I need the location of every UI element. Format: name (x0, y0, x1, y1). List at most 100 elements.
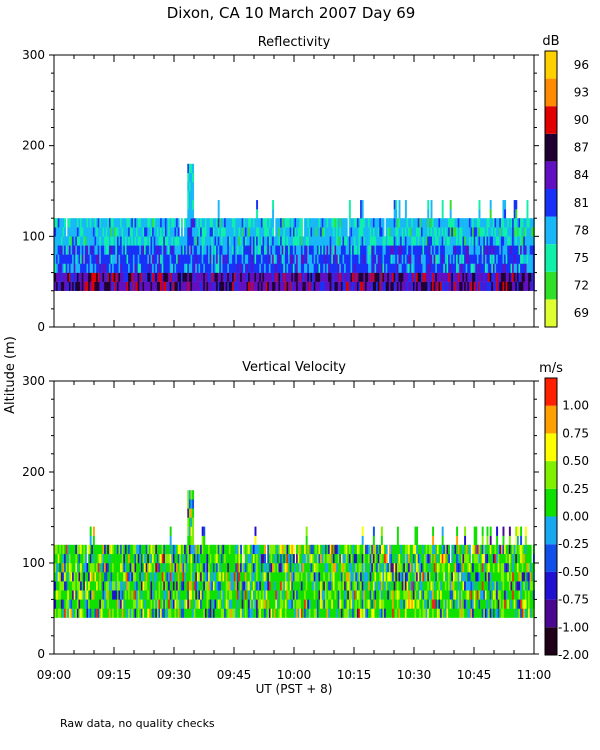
velocity-heatmap-cell (249, 553, 252, 564)
reflectivity-heatmap-cell (67, 236, 70, 246)
reflectivity-heatmap-cell (142, 236, 145, 246)
velocity-heatmap-cell (406, 572, 409, 582)
reflectivity-heatmap-cell (486, 227, 489, 237)
reflectivity-heatmap-cell (376, 254, 379, 264)
reflectivity-heatmap-cell (443, 245, 446, 255)
velocity-heatmap-cell (161, 572, 164, 582)
velocity-heatmap-cell (516, 553, 519, 564)
reflectivity-heatmap-cell (180, 245, 183, 255)
velocity-heatmap-cell (339, 544, 342, 555)
reflectivity-heatmap-cell (273, 245, 276, 255)
reflectivity-heatmap-cell (366, 218, 369, 228)
velocity-heatmap-cell (291, 544, 294, 555)
reflectivity-heatmap-cell (414, 281, 417, 291)
reflectivity-heatmap-cell (531, 245, 534, 255)
reflectivity-heatmap-cell (315, 281, 318, 291)
reflectivity-heatmap-cell (219, 227, 222, 237)
reflectivity-heatmap-cell (398, 218, 401, 228)
reflectivity-heatmap-cell (206, 227, 209, 237)
velocity-heatmap-cell (190, 499, 193, 509)
velocity-heatmap-cell (89, 553, 92, 564)
velocity-heatmap-cell (212, 608, 215, 618)
reflectivity-heatmap-cell (337, 236, 340, 246)
velocity-heatmap-cell (334, 590, 337, 600)
velocity-heatmap-cell (97, 608, 100, 618)
reflectivity-heatmap-cell (233, 263, 236, 273)
velocity-heatmap-cell (328, 544, 331, 555)
reflectivity-heatmap-cell (227, 254, 230, 264)
reflectivity-heatmap-cell (478, 281, 481, 291)
reflectivity-heatmap-cell (251, 272, 254, 282)
reflectivity-heatmap-cell (118, 218, 121, 228)
velocity-heatmap-cell (171, 599, 174, 609)
velocity-heatmap-cell (340, 608, 343, 618)
reflectivity-heatmap-cell (344, 263, 347, 273)
reflectivity-heatmap-cell (356, 218, 359, 228)
velocity-heatmap-cell (340, 590, 343, 600)
velocity-heatmap-cell (489, 535, 492, 545)
reflectivity-heatmap-cell (502, 263, 505, 273)
velocity-heatmap-cell (432, 599, 435, 609)
reflectivity-heatmap-cell (523, 263, 526, 273)
velocity-heatmap-cell (243, 608, 246, 618)
reflectivity-heatmap-cell (297, 236, 300, 246)
velocity-heatmap-cell (220, 599, 223, 609)
reflectivity-heatmap-cell (126, 263, 129, 273)
reflectivity-heatmap-cell (440, 227, 443, 237)
velocity-heatmap-cell (64, 572, 67, 582)
velocity-heatmap-cell (323, 599, 326, 609)
velocity-heatmap-cell (508, 535, 511, 545)
velocity-heatmap-cell (275, 590, 278, 600)
velocity-heatmap-cell (416, 553, 419, 564)
velocity-heatmap-cell (443, 599, 446, 609)
reflectivity-heatmap-cell (364, 218, 367, 228)
reflectivity-heatmap-cell (452, 236, 455, 246)
velocity-heatmap-cell (420, 563, 423, 573)
velocity-heatmap-cell (480, 572, 483, 582)
reflectivity-heatmap-cell (435, 272, 438, 282)
velocity-heatmap-cell (217, 563, 220, 573)
velocity-heatmap-cell (80, 553, 83, 564)
velocity-heatmap-cell (233, 572, 236, 582)
reflectivity-heatmap-cell (256, 218, 259, 228)
reflectivity-heatmap-cell (156, 236, 159, 246)
reflectivity-heatmap-cell (480, 272, 483, 282)
velocity-heatmap-cell (67, 608, 70, 618)
velocity-heatmap-cell (100, 599, 103, 609)
reflectivity-heatmap-cell (179, 281, 182, 291)
velocity-heatmap-cell (435, 599, 438, 609)
reflectivity-heatmap-cell (227, 272, 230, 282)
velocity-heatmap-cell (177, 563, 180, 573)
reflectivity-heatmap-cell (492, 281, 495, 291)
reflectivity-heatmap-cell (115, 218, 118, 228)
velocity-heatmap-cell (472, 544, 475, 555)
velocity-heatmap-cell (275, 581, 278, 591)
velocity-heatmap-cell (331, 553, 334, 564)
reflectivity-heatmap-cell (203, 254, 206, 264)
reflectivity-heatmap-cell (364, 263, 367, 273)
reflectivity-heatmap-cell (299, 263, 302, 273)
velocity-heatmap-cell (470, 563, 473, 573)
reflectivity-heatmap-cell (384, 281, 387, 291)
reflectivity-heatmap-cell (190, 191, 193, 201)
reflectivity-heatmap-cell (433, 227, 436, 237)
reflectivity-heatmap-cell (73, 218, 76, 228)
reflectivity-heatmap-cell (412, 263, 415, 273)
reflectivity-heatmap-cell (334, 236, 337, 246)
reflectivity-heatmap-cell (512, 227, 515, 237)
velocity-heatmap-cell (62, 581, 65, 591)
velocity-heatmap-cell (478, 599, 481, 609)
velocity-heatmap-cell (278, 590, 281, 600)
velocity-heatmap-cell (65, 590, 68, 600)
reflectivity-heatmap-cell (416, 236, 419, 246)
velocity-heatmap-cell (91, 581, 94, 591)
reflectivity-heatmap-cell (363, 236, 366, 246)
velocity-heatmap-cell (488, 581, 491, 591)
velocity-heatmap-cell (273, 553, 276, 564)
velocity-heatmap-cell (515, 535, 518, 545)
velocity-heatmap-cell (523, 590, 526, 600)
reflectivity-heatmap-cell (336, 218, 339, 228)
reflectivity-heatmap-cell (297, 227, 300, 237)
reflectivity-heatmap-cell (75, 272, 78, 282)
reflectivity-heatmap-cell (91, 272, 94, 282)
